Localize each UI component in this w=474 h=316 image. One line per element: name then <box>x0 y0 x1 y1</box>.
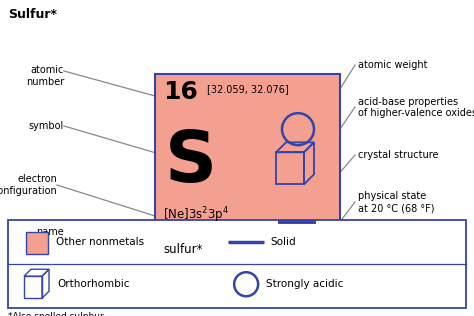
Text: acid-base properties
of higher-valence oxides: acid-base properties of higher-valence o… <box>358 97 474 118</box>
Text: symbol: symbol <box>29 121 64 131</box>
Text: $\mathrm{[Ne]3s^23p^4}$: $\mathrm{[Ne]3s^23p^4}$ <box>163 205 229 225</box>
Text: Solid: Solid <box>270 237 296 247</box>
Text: *Also spelled sulphur.: *Also spelled sulphur. <box>8 312 106 316</box>
Text: atomic
number: atomic number <box>26 65 64 87</box>
Text: S: S <box>165 128 217 197</box>
Text: atomic weight: atomic weight <box>358 60 428 70</box>
Text: Orthorhombic: Orthorhombic <box>57 279 129 289</box>
Text: sulfur*: sulfur* <box>163 243 202 256</box>
FancyBboxPatch shape <box>155 74 340 271</box>
Text: [32.059, 32.076]: [32.059, 32.076] <box>207 84 289 94</box>
Text: Strongly acidic: Strongly acidic <box>266 279 344 289</box>
FancyBboxPatch shape <box>8 220 466 308</box>
Text: Other nonmetals: Other nonmetals <box>56 237 144 247</box>
FancyBboxPatch shape <box>26 232 48 254</box>
Text: electron
configuration: electron configuration <box>0 174 57 196</box>
Text: name: name <box>36 227 64 237</box>
Text: Sulfur*: Sulfur* <box>8 8 57 21</box>
Text: physical state
at 20 °C (68 °F): physical state at 20 °C (68 °F) <box>358 191 434 213</box>
Text: crystal structure: crystal structure <box>358 150 438 160</box>
Text: 16: 16 <box>163 80 198 104</box>
